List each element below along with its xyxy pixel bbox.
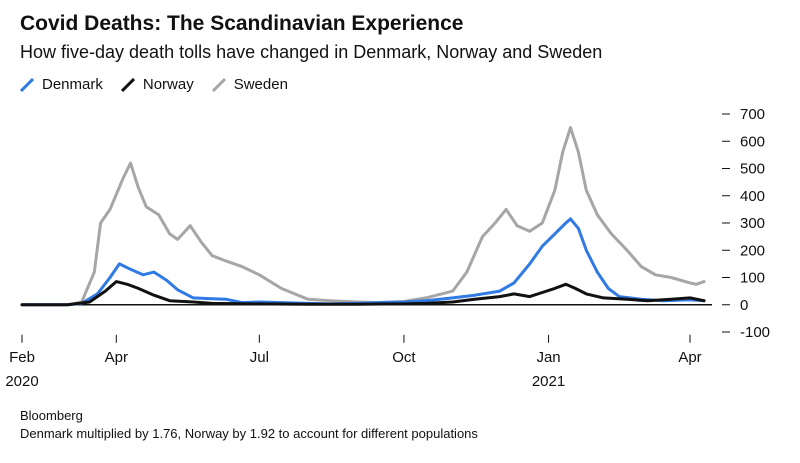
- series-line-denmark: [20, 217, 706, 307]
- chart-title: Covid Deaths: The Scandinavian Experienc…: [20, 12, 464, 35]
- series-line-norway: [20, 280, 706, 307]
- legend: Denmark Norway Sweden: [20, 76, 288, 93]
- y-tick-label: 500: [740, 161, 765, 178]
- x-tick-label: Jul: [250, 349, 269, 366]
- legend-label-norway: Norway: [142, 76, 194, 93]
- legend-swatch-norway: [120, 77, 135, 92]
- plot-area: Feb Apr Jul Oct Jan Apr 2020 2021 -100 0 100 200 300…: [5, 106, 770, 390]
- x-tick-label: Apr: [678, 349, 701, 366]
- legend-swatch-sweden: [211, 77, 226, 92]
- x-tick-label: Feb: [9, 349, 35, 366]
- y-tick-label: 200: [740, 242, 765, 259]
- y-tick-label: 0: [740, 297, 748, 314]
- x-tick-label: Jan: [536, 349, 560, 366]
- y-tick-label: 100: [740, 270, 765, 287]
- y-tick-label: 400: [740, 188, 765, 205]
- legend-swatch-denmark: [20, 77, 34, 92]
- x-tick-label: Oct: [392, 349, 416, 366]
- source-note: Bloomberg: [20, 408, 83, 423]
- legend-item-denmark: Denmark: [20, 76, 103, 93]
- x-year-label: 2020: [5, 373, 38, 390]
- legend-label-sweden: Sweden: [233, 76, 288, 93]
- y-tick-label: 700: [740, 106, 765, 123]
- legend-item-norway: Norway: [120, 76, 194, 93]
- y-tick-label: -100: [740, 324, 770, 341]
- legend-label-denmark: Denmark: [42, 76, 103, 93]
- y-tick-label: 600: [740, 133, 765, 150]
- y-tick-label: 300: [740, 215, 765, 232]
- x-tick-label: Apr: [105, 349, 128, 366]
- legend-item-sweden: Sweden: [211, 76, 288, 93]
- chart-subtitle: How five-day death tolls have changed in…: [20, 42, 603, 62]
- footnote: Denmark multiplied by 1.76, Norway by 1.…: [20, 426, 478, 441]
- x-year-label: 2021: [532, 373, 565, 390]
